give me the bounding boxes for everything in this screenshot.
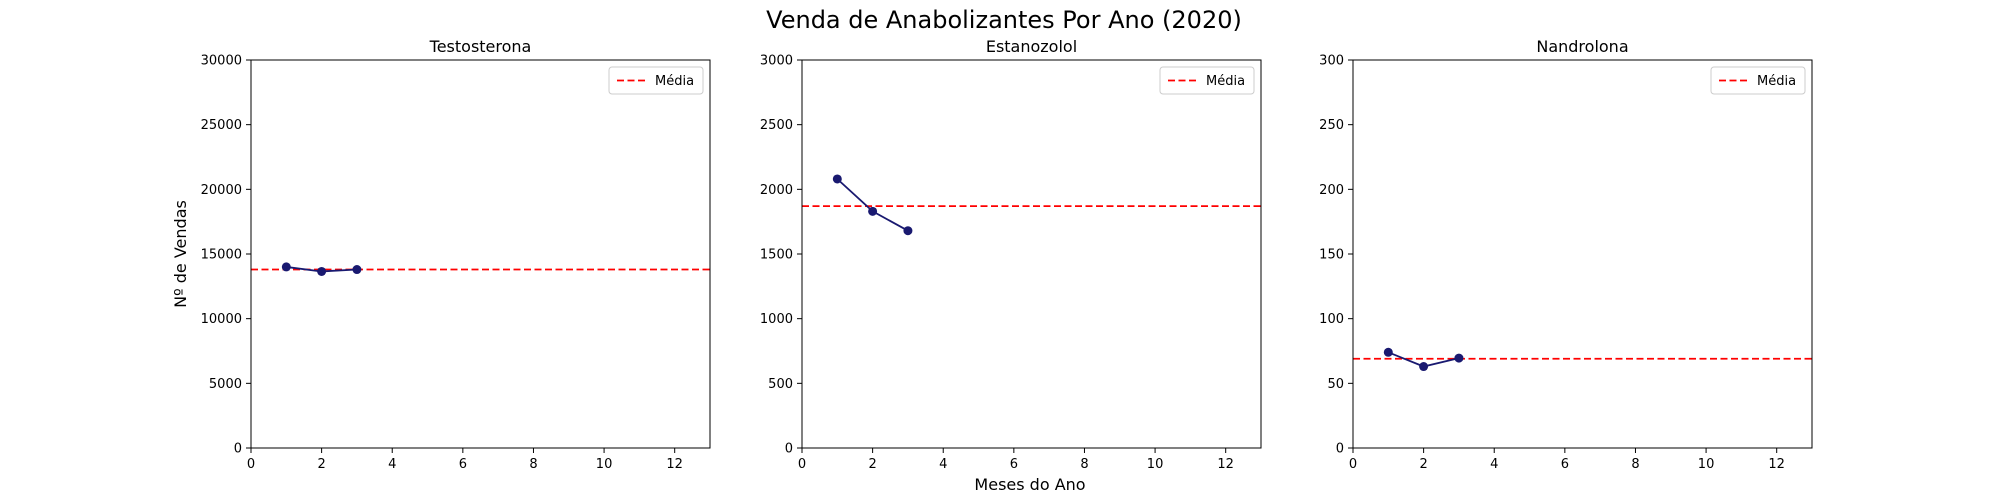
subplot-title: Nandrolona xyxy=(1536,37,1628,56)
y-tick-label: 15000 xyxy=(201,248,242,263)
y-tick-label: 3000 xyxy=(760,54,793,69)
data-point xyxy=(832,174,842,184)
legend: Média xyxy=(608,66,704,95)
y-tick-label: 500 xyxy=(768,377,793,392)
y-tick-label: 250 xyxy=(1319,118,1344,133)
x-tick-label: 2 xyxy=(868,457,876,472)
data-point xyxy=(903,226,913,236)
y-tick-label: 0 xyxy=(1336,442,1344,457)
legend-label: Média xyxy=(1757,74,1796,89)
legend-box xyxy=(608,66,704,95)
legend-box xyxy=(1710,66,1806,95)
figure-ylabel: Nº de Vendas xyxy=(171,200,190,308)
data-point xyxy=(317,266,327,276)
x-tick-label: 4 xyxy=(388,457,396,472)
subplot-title: Estanozolol xyxy=(986,37,1077,56)
y-tick-label: 1000 xyxy=(760,312,793,327)
x-tick-label: 4 xyxy=(939,457,947,472)
x-tick-label: 6 xyxy=(459,457,467,472)
data-point xyxy=(281,262,291,272)
y-tick-label: 50 xyxy=(1327,377,1344,392)
subplot-2: Estanozolol 0 2 4 6 8 10 12 0 500 1000 1500 2000 2500… xyxy=(760,37,1262,472)
y-tick-label: 20000 xyxy=(201,183,242,198)
x-tick-label: 10 xyxy=(596,457,613,472)
x-tick-label: 10 xyxy=(1147,457,1164,472)
y-tick-label: 10000 xyxy=(201,312,242,327)
y-tick-label: 100 xyxy=(1319,312,1344,327)
x-tick-label: 12 xyxy=(666,457,683,472)
x-tick-label: 6 xyxy=(1010,457,1018,472)
y-tick-label: 0 xyxy=(785,442,793,457)
y-tick-label: 30000 xyxy=(201,54,242,69)
figure-title: Venda de Anabolizantes Por Ano (2020) xyxy=(766,6,1242,34)
x-tick-label: 12 xyxy=(1217,457,1234,472)
data-point xyxy=(868,206,878,216)
data-point xyxy=(1419,362,1429,372)
x-tick-label: 2 xyxy=(1419,457,1427,472)
x-tick-label: 0 xyxy=(798,457,806,472)
y-tick-label: 1500 xyxy=(760,248,793,263)
legend-label: Média xyxy=(655,74,694,89)
x-tick-label: 8 xyxy=(1631,457,1639,472)
legend-box xyxy=(1159,66,1255,95)
x-tick-label: 0 xyxy=(247,457,255,472)
legend: Média xyxy=(1159,66,1255,95)
subplot-3: Nandrolona 0 2 4 6 8 10 12 0 50 100 150 200 250 300 Méd… xyxy=(1319,37,1813,472)
data-point xyxy=(1383,347,1393,357)
y-tick-label: 200 xyxy=(1319,183,1344,198)
y-tick-label: 5000 xyxy=(209,377,242,392)
x-tick-label: 12 xyxy=(1768,457,1785,472)
x-tick-label: 2 xyxy=(317,457,325,472)
series-line xyxy=(836,178,909,232)
x-tick-label: 6 xyxy=(1561,457,1569,472)
legend: Média xyxy=(1710,66,1806,95)
y-tick-label: 150 xyxy=(1319,248,1344,263)
x-tick-label: 8 xyxy=(1080,457,1088,472)
figure-xlabel: Meses do Ano xyxy=(974,475,1085,494)
plot-frame xyxy=(801,59,1262,449)
x-tick-label: 8 xyxy=(529,457,537,472)
x-tick-label: 4 xyxy=(1490,457,1498,472)
subplot-1: Testosterona 0 2 4 6 8 10 12 0 5000 10000 15000 2000… xyxy=(201,37,711,472)
y-tick-label: 0 xyxy=(234,442,242,457)
y-tick-label: 25000 xyxy=(201,118,242,133)
data-point xyxy=(1454,353,1464,363)
data-point xyxy=(352,265,362,275)
y-tick-label: 2500 xyxy=(760,118,793,133)
x-tick-label: 10 xyxy=(1698,457,1715,472)
plot-frame xyxy=(250,59,711,449)
plot-frame xyxy=(1352,59,1813,449)
y-tick-label: 300 xyxy=(1319,54,1344,69)
legend-label: Média xyxy=(1206,74,1245,89)
x-tick-label: 0 xyxy=(1349,457,1357,472)
subplot-title: Testosterona xyxy=(429,37,532,56)
y-tick-label: 2000 xyxy=(760,183,793,198)
